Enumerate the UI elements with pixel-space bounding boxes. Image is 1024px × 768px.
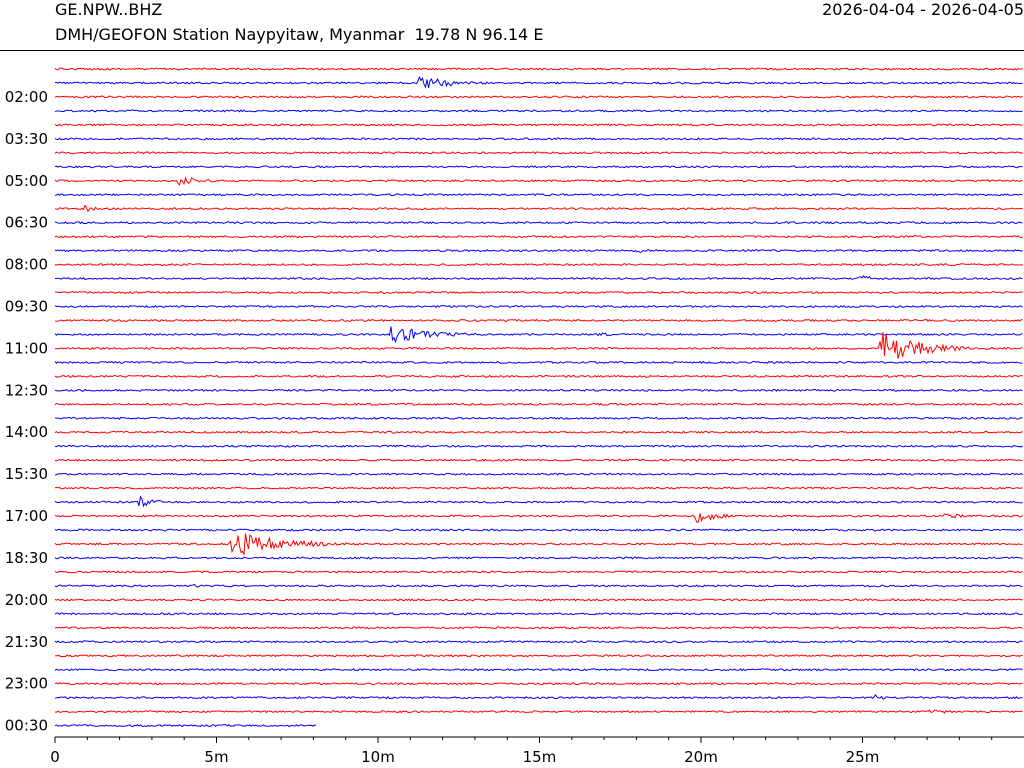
trace-row-32: [54, 513, 1023, 523]
trace-row-34: [54, 533, 1023, 557]
trace-row-33: [54, 528, 1023, 532]
trace-row-11: [54, 221, 1023, 225]
trace-row-46: [54, 709, 1023, 714]
y-tick-label: 06:30: [5, 214, 48, 232]
y-tick-label: 05:00: [5, 172, 48, 190]
trace-row-36: [54, 570, 1023, 574]
y-tick-label: 02:00: [5, 88, 48, 106]
trace-row-14: [54, 262, 1023, 267]
trace-row-19: [54, 326, 1023, 344]
trace-row-0: [54, 67, 1023, 71]
trace-row-43: [54, 668, 1023, 672]
trace-row-24: [54, 402, 1023, 406]
trace-row-15: [54, 275, 1023, 281]
x-ticks: 0 5m 10m 15m 20m 25m: [50, 737, 993, 766]
trace-row-12: [54, 235, 1023, 239]
trace-row-26: [54, 430, 1023, 434]
header-divider: [0, 50, 1024, 51]
y-tick-label: 11:00: [5, 339, 48, 357]
y-tick-label: 03:30: [5, 130, 48, 148]
trace-row-17: [54, 304, 1023, 309]
trace-row-13: [54, 249, 1023, 253]
trace-row-3: [54, 109, 1023, 113]
date-range: 2026-04-04 - 2026-04-05: [822, 0, 1024, 19]
trace-row-6: [54, 151, 1023, 155]
trace-row-29: [54, 472, 1023, 476]
trace-row-44: [54, 682, 1023, 686]
trace-row-5: [54, 137, 1023, 141]
trace-row-20: [54, 332, 1023, 359]
trace-row-18: [54, 318, 1023, 323]
trace-row-25: [54, 416, 1023, 420]
trace-row-47: [54, 724, 317, 728]
trace-row-23: [54, 388, 1023, 392]
trace-row-7: [54, 165, 1023, 169]
trace-row-9: [54, 193, 1023, 197]
x-tick-label: 20m: [684, 748, 718, 766]
trace-row-42: [54, 654, 1023, 658]
trace-row-39: [54, 612, 1023, 616]
station-code: GE.NPW..BHZ: [55, 0, 163, 19]
trace-row-8: [54, 176, 1023, 186]
trace-row-30: [54, 486, 1023, 490]
x-tick-label: 10m: [361, 748, 395, 766]
y-tick-label: 00:30: [5, 717, 48, 735]
trace-row-40: [54, 626, 1023, 630]
traces: [54, 67, 1023, 728]
station-description: DMH/GEOFON Station Naypyitaw, Myanmar 19…: [55, 25, 544, 44]
x-tick-label: 25m: [846, 748, 880, 766]
y-tick-label: 08:00: [5, 256, 48, 274]
y-tick-label: 14:00: [5, 423, 48, 441]
trace-row-28: [54, 458, 1023, 462]
trace-row-22: [54, 374, 1023, 378]
y-tick-label: 18:30: [5, 549, 48, 567]
y-tick-label: 09:30: [5, 297, 48, 315]
trace-row-10: [54, 204, 1023, 213]
x-tick-label: 5m: [204, 748, 228, 766]
trace-row-2: [54, 95, 1023, 99]
trace-row-37: [54, 583, 1023, 588]
y-tick-label: 12:30: [5, 381, 48, 399]
trace-row-38: [54, 598, 1023, 602]
trace-row-21: [54, 360, 1023, 365]
trace-row-31: [54, 495, 1023, 508]
trace-row-4: [54, 123, 1023, 127]
x-tick-label: 15m: [523, 748, 557, 766]
trace-row-35: [54, 556, 1023, 560]
y-tick-labels: 02:00 03:30 05:00 06:30 08:00 09:30 11:00 12:30…: [5, 88, 48, 735]
trace-row-16: [54, 290, 1023, 295]
y-tick-label: 15:30: [5, 465, 48, 483]
y-tick-label: 17:00: [5, 507, 48, 525]
x-tick-label: 0: [50, 748, 60, 766]
trace-row-41: [54, 640, 1023, 644]
trace-row-27: [54, 444, 1023, 448]
y-tick-label: 23:00: [5, 675, 48, 693]
trace-row-45: [54, 694, 1023, 700]
trace-row-1: [54, 75, 1023, 89]
y-tick-label: 21:30: [5, 633, 48, 651]
y-tick-label: 20:00: [5, 591, 48, 609]
